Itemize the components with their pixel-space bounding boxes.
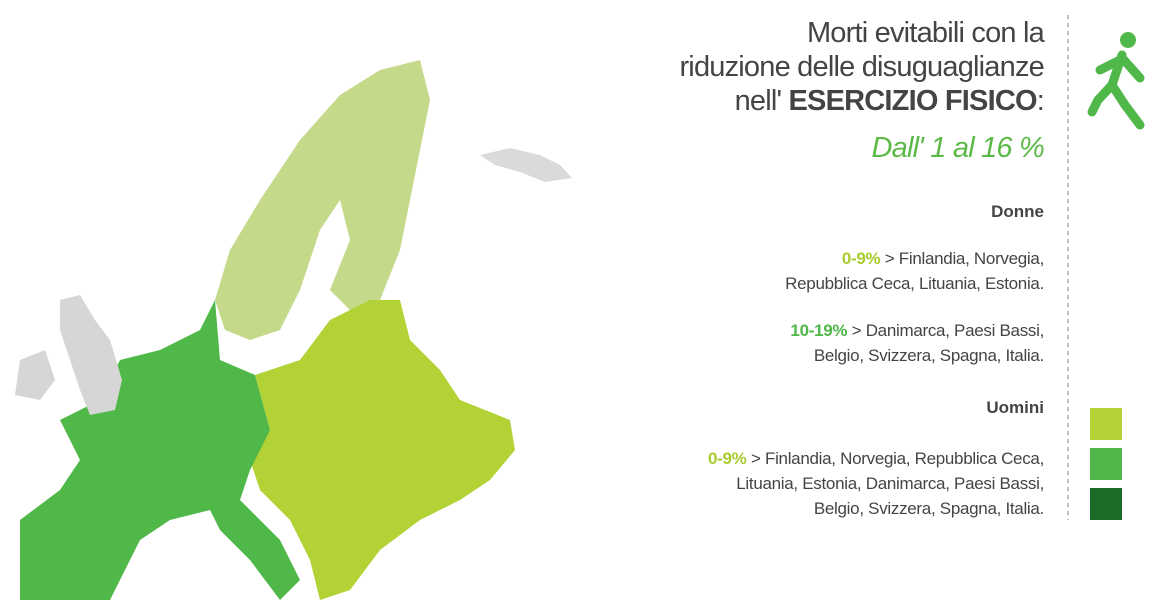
eastern-europe: [250, 300, 515, 600]
title-bold: ESERCIZIO FISICO: [788, 85, 1038, 117]
group-line: Repubblica Ceca, Lituania, Estonia.: [785, 274, 1044, 293]
title-text: nell': [734, 85, 789, 117]
section-heading: Uomini: [986, 398, 1044, 417]
group-line: 10-19% > Danimarca, Paesi Bassi,: [790, 318, 1044, 343]
ireland: [15, 350, 55, 400]
title-line: Morti evitabili con la: [806, 17, 1045, 49]
range: 0-9%: [708, 449, 747, 468]
group-line: Belgio, Svizzera, Spagna, Italia.: [813, 499, 1044, 518]
group: 0-9% > Finlandia, Norvegia, Repubblica C…: [708, 446, 1044, 521]
section-heading: Donne: [991, 202, 1044, 221]
group-line: 0-9% > Finlandia, Norvegia,: [785, 246, 1044, 271]
range: 0-9%: [841, 249, 881, 268]
title-line: nell' ESERCIZIO FISICO:: [734, 85, 1045, 117]
title-line: riduzione delle disuguaglianze: [679, 51, 1044, 83]
group: 0-9% > Finlandia, Norvegia, Repubblica C…: [785, 246, 1044, 296]
range: 10-19%: [790, 321, 848, 340]
text: > Finlandia, Norvegia,: [884, 249, 1045, 268]
runner-icon: [1087, 32, 1145, 130]
iceland: [480, 148, 572, 182]
highlight: Dall' 1 al 16 %: [871, 132, 1045, 164]
scandinavia: [215, 60, 430, 340]
title-text: :: [1036, 85, 1045, 117]
legend-swatch: [1090, 448, 1122, 480]
great-britain: [60, 295, 122, 415]
western-europe: [20, 300, 300, 600]
group-line: Lituania, Estonia, Danimarca, Paesi Bass…: [736, 474, 1044, 493]
group-line: 0-9% > Finlandia, Norvegia, Repubblica C…: [708, 446, 1044, 471]
group-line: Belgio, Svizzera, Spagna, Italia.: [813, 346, 1044, 365]
group: 10-19% > Danimarca, Paesi Bassi, Belgio,…: [790, 318, 1044, 368]
text: > Finlandia, Norvegia, Repubblica Ceca,: [750, 449, 1044, 468]
legend-swatch: [1090, 408, 1122, 440]
text: > Danimarca, Paesi Bassi,: [851, 321, 1045, 340]
legend-swatch: [1090, 488, 1122, 520]
